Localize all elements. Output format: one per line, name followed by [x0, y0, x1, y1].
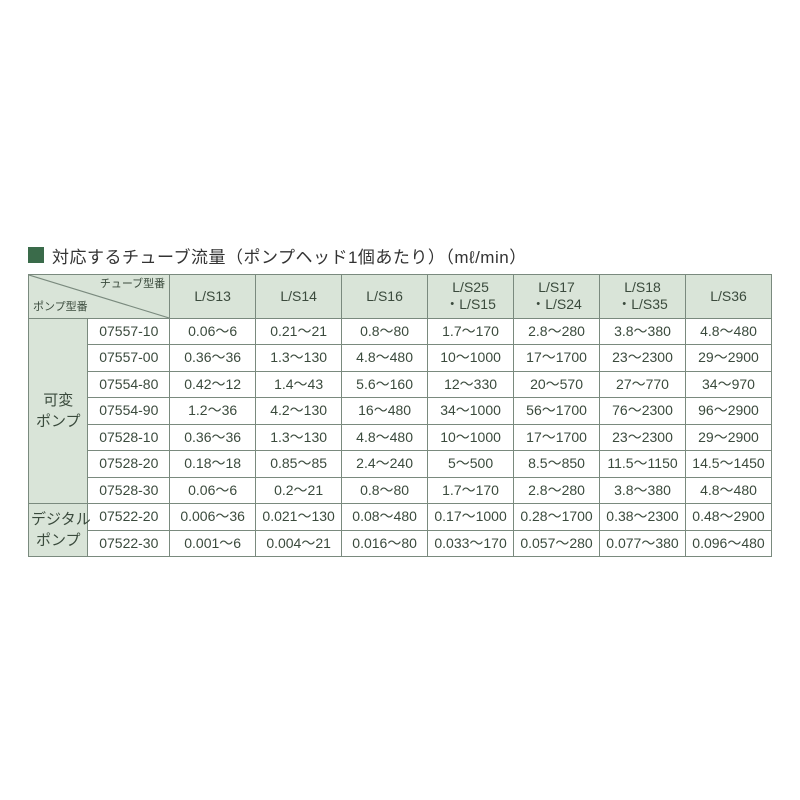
value-cell: 10～1000: [428, 424, 514, 451]
value-cell: 23～2300: [600, 345, 686, 372]
value-cell: 17～1700: [514, 424, 600, 451]
value-cell: 0.42～12: [170, 371, 256, 398]
col-header: L/S14: [256, 274, 342, 318]
value-cell: 0.033～170: [428, 530, 514, 557]
value-cell: 0.021～130: [256, 504, 342, 531]
value-cell: 17～1700: [514, 345, 600, 372]
value-cell: 1.3～130: [256, 424, 342, 451]
value-cell: 4.8～480: [342, 424, 428, 451]
value-cell: 3.8～380: [600, 477, 686, 504]
value-cell: 2.8～280: [514, 318, 600, 345]
model-cell: 07557-10: [88, 318, 170, 345]
value-cell: 0.85～85: [256, 451, 342, 478]
col-header: L/S16: [342, 274, 428, 318]
col-header: L/S36: [685, 274, 771, 318]
col-header: L/S13: [170, 274, 256, 318]
table-row: 07522-300.001～60.004～210.016～800.033～170…: [29, 530, 772, 557]
value-cell: 29～2900: [685, 345, 771, 372]
value-cell: 0.057～280: [514, 530, 600, 557]
model-cell: 07522-30: [88, 530, 170, 557]
value-cell: 0.8～80: [342, 477, 428, 504]
value-cell: 0.08～480: [342, 504, 428, 531]
value-cell: 1.7～170: [428, 318, 514, 345]
value-cell: 0.17～1000: [428, 504, 514, 531]
value-cell: 4.8～480: [685, 318, 771, 345]
value-cell: 8.5～850: [514, 451, 600, 478]
value-cell: 0.06～6: [170, 318, 256, 345]
value-cell: 0.006～36: [170, 504, 256, 531]
value-cell: 34～970: [685, 371, 771, 398]
value-cell: 0.096～480: [685, 530, 771, 557]
flow-rate-table: チューブ型番 ポンプ型番 L/S13 L/S14 L/S16 L/S25・L/S…: [28, 274, 772, 558]
value-cell: 1.3～130: [256, 345, 342, 372]
value-cell: 4.8～480: [342, 345, 428, 372]
value-cell: 0.18～18: [170, 451, 256, 478]
value-cell: 14.5～1450: [685, 451, 771, 478]
value-cell: 4.8～480: [685, 477, 771, 504]
value-cell: 11.5～1150: [600, 451, 686, 478]
value-cell: 0.077～380: [600, 530, 686, 557]
value-cell: 0.06～6: [170, 477, 256, 504]
value-cell: 76～2300: [600, 398, 686, 425]
table-header-row: チューブ型番 ポンプ型番 L/S13 L/S14 L/S16 L/S25・L/S…: [29, 274, 772, 318]
table-row: 07528-100.36～361.3～1304.8～48010～100017～1…: [29, 424, 772, 451]
value-cell: 0.36～36: [170, 424, 256, 451]
value-cell: 0.8～80: [342, 318, 428, 345]
value-cell: 1.7～170: [428, 477, 514, 504]
group-label: 可変ポンプ: [29, 318, 88, 504]
col-header: L/S18・L/S35: [600, 274, 686, 318]
model-cell: 07528-20: [88, 451, 170, 478]
model-cell: 07528-30: [88, 477, 170, 504]
value-cell: 23～2300: [600, 424, 686, 451]
value-cell: 1.4～43: [256, 371, 342, 398]
value-cell: 0.36～36: [170, 345, 256, 372]
value-cell: 0.2～21: [256, 477, 342, 504]
value-cell: 2.8～280: [514, 477, 600, 504]
value-cell: 2.4～240: [342, 451, 428, 478]
model-cell: 07554-90: [88, 398, 170, 425]
table-row: 07554-800.42～121.4～435.6～16012～33020～570…: [29, 371, 772, 398]
value-cell: 96～2900: [685, 398, 771, 425]
model-cell: 07522-20: [88, 504, 170, 531]
table-row: 07528-200.18～180.85～852.4～2405～5008.5～85…: [29, 451, 772, 478]
group-label: デジタルポンプ: [29, 504, 88, 557]
model-cell: 07554-80: [88, 371, 170, 398]
value-cell: 4.2～130: [256, 398, 342, 425]
value-cell: 16～480: [342, 398, 428, 425]
value-cell: 5～500: [428, 451, 514, 478]
value-cell: 0.004～21: [256, 530, 342, 557]
corner-pump-label: ポンプ型番: [33, 301, 88, 315]
value-cell: 0.38～2300: [600, 504, 686, 531]
value-cell: 1.2～36: [170, 398, 256, 425]
value-cell: 29～2900: [685, 424, 771, 451]
table-row: 07528-300.06～60.2～210.8～801.7～1702.8～280…: [29, 477, 772, 504]
value-cell: 3.8～380: [600, 318, 686, 345]
value-cell: 56～1700: [514, 398, 600, 425]
table-row: 07557-000.36～361.3～1304.8～48010～100017～1…: [29, 345, 772, 372]
value-cell: 5.6～160: [342, 371, 428, 398]
value-cell: 27～770: [600, 371, 686, 398]
value-cell: 10～1000: [428, 345, 514, 372]
corner-tube-label: チューブ型番: [100, 278, 165, 292]
value-cell: 0.48～2900: [685, 504, 771, 531]
col-header: L/S17・L/S24: [514, 274, 600, 318]
value-cell: 20～570: [514, 371, 600, 398]
col-header: L/S25・L/S15: [428, 274, 514, 318]
table-row: デジタルポンプ07522-200.006～360.021～1300.08～480…: [29, 504, 772, 531]
value-cell: 34～1000: [428, 398, 514, 425]
title-bullet-icon: [28, 247, 44, 263]
model-cell: 07528-10: [88, 424, 170, 451]
model-cell: 07557-00: [88, 345, 170, 372]
table-row: 07554-901.2～364.2～13016～48034～100056～170…: [29, 398, 772, 425]
value-cell: 0.001～6: [170, 530, 256, 557]
value-cell: 0.21～21: [256, 318, 342, 345]
table-title: 対応するチューブ流量（ポンプヘッド1個あたり）（mℓ/min）: [28, 243, 772, 268]
value-cell: 0.016～80: [342, 530, 428, 557]
value-cell: 12～330: [428, 371, 514, 398]
corner-cell: チューブ型番 ポンプ型番: [29, 274, 170, 318]
title-text: 対応するチューブ流量（ポンプヘッド1個あたり）（mℓ/min）: [52, 243, 527, 268]
table-row: 可変ポンプ07557-100.06～60.21～210.8～801.7～1702…: [29, 318, 772, 345]
value-cell: 0.28～1700: [514, 504, 600, 531]
